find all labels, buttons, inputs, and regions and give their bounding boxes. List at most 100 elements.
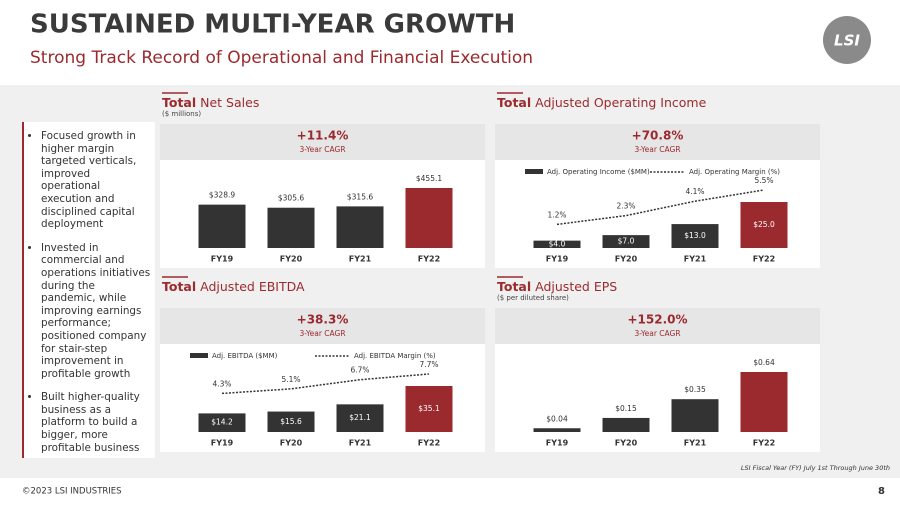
bar	[198, 413, 246, 432]
title-prefix: Total	[162, 279, 196, 294]
bar	[336, 404, 384, 432]
cagr-box	[160, 124, 485, 160]
x-tick-label: FY22	[418, 439, 440, 448]
cagr-box	[495, 308, 820, 344]
cagr-label: 3-Year CAGR	[634, 329, 680, 338]
bar	[198, 204, 246, 248]
bar	[602, 235, 650, 248]
logo	[823, 16, 871, 64]
bullet: Built higher-quality business as a platf…	[41, 391, 151, 454]
data-label: 1.2%	[547, 210, 566, 219]
margin-line	[221, 373, 430, 395]
panel-title: Total Adjusted EBITDA	[162, 279, 305, 294]
cagr-label: 3-Year CAGR	[299, 145, 345, 154]
data-label: $15.6	[280, 417, 302, 426]
x-tick-label: FY20	[615, 439, 638, 448]
x-tick-label: FY19	[211, 439, 234, 448]
title-text: Adjusted EPS	[535, 279, 617, 294]
bar	[671, 399, 719, 432]
data-label: 4.3%	[212, 379, 231, 388]
data-label: $14.2	[211, 418, 233, 427]
copyright: ©2023 LSI INDUSTRIES	[22, 487, 122, 497]
data-label: $315.6	[347, 192, 373, 201]
data-label: 5.5%	[754, 176, 773, 185]
x-tick-label: FY22	[418, 255, 440, 264]
data-label: $7.0	[618, 237, 635, 246]
cagr-value: +11.4%	[297, 129, 349, 143]
panel-subtitle: ($ per diluted share)	[497, 294, 569, 302]
bar	[740, 202, 788, 248]
slide-title: SUSTAINED MULTI-YEAR GROWTH	[30, 10, 515, 40]
footnote: LSI Fiscal Year (FY) July 1st Through Ju…	[741, 464, 890, 472]
title-text: Adjusted Operating Income	[535, 95, 706, 110]
panel-title: Total Net Sales	[162, 95, 259, 110]
x-tick-label: FY22	[753, 255, 775, 264]
x-tick-label: FY22	[753, 439, 775, 448]
legend-swatch	[190, 353, 208, 358]
cagr-box	[160, 308, 485, 344]
x-tick-label: FY20	[280, 255, 303, 264]
bar	[533, 428, 581, 432]
data-label: 2.3%	[616, 202, 635, 211]
bullet: Focused growth in higher margin targeted…	[41, 130, 151, 231]
bullet: Invested in commercial and operations in…	[41, 242, 151, 381]
x-tick-label: FY19	[546, 439, 569, 448]
data-label: $0.15	[615, 404, 637, 413]
data-label: $25.0	[753, 220, 775, 229]
logo-text: LSI	[834, 32, 860, 50]
bullet-panel: Focused growth in higher margin targeted…	[22, 122, 155, 458]
bar	[405, 386, 453, 432]
page-number: 8	[878, 486, 885, 497]
x-tick-label: FY20	[280, 439, 303, 448]
slide-subtitle: Strong Track Record of Operational and F…	[30, 48, 533, 68]
legend-label: Adj. EBITDA Margin (%)	[354, 352, 436, 360]
data-label: $0.64	[753, 358, 775, 367]
data-label: $0.35	[684, 385, 706, 394]
data-label: $305.6	[278, 194, 304, 203]
bar	[533, 240, 581, 248]
data-label: $35.1	[418, 404, 440, 413]
bar	[336, 206, 384, 248]
data-label: 6.7%	[350, 366, 369, 375]
bullet-list: Focused growth in higher margin targeted…	[30, 130, 151, 454]
cagr-box	[495, 124, 820, 160]
panel-title: Total Adjusted EPS	[497, 279, 617, 294]
legend-swatch	[525, 169, 543, 174]
data-label: $13.0	[684, 231, 706, 240]
x-tick-label: FY19	[211, 255, 234, 264]
panel-subtitle: ($ millions)	[162, 110, 201, 118]
title-text: Adjusted EBITDA	[200, 279, 305, 294]
x-tick-label: FY21	[684, 439, 707, 448]
data-label: 7.7%	[419, 360, 438, 369]
data-label: 5.1%	[281, 375, 300, 384]
legend-label: Adj. EBITDA ($MM)	[212, 352, 278, 360]
x-tick-label: FY21	[684, 255, 707, 264]
legend-label: Adj. Operating Income ($MM)	[547, 168, 650, 176]
title-prefix: Total	[497, 95, 531, 110]
bar	[405, 188, 453, 248]
cagr-label: 3-Year CAGR	[634, 145, 680, 154]
cagr-value: +70.8%	[632, 129, 684, 143]
cagr-value: +38.3%	[297, 313, 349, 327]
x-tick-label: FY20	[615, 255, 638, 264]
title-prefix: Total	[162, 95, 196, 110]
data-label: $455.1	[416, 174, 442, 183]
cagr-label: 3-Year CAGR	[299, 329, 345, 338]
bar	[267, 207, 315, 248]
panel-title: Total Adjusted Operating Income	[497, 95, 707, 110]
x-tick-label: FY21	[349, 255, 372, 264]
x-tick-label: FY21	[349, 439, 372, 448]
data-label: $21.1	[349, 413, 371, 422]
bar	[671, 224, 719, 248]
cagr-value: +152.0%	[627, 313, 687, 327]
data-label: $328.9	[209, 191, 235, 200]
data-label: $4.0	[549, 239, 566, 248]
bar	[740, 372, 788, 432]
bar	[602, 417, 650, 432]
legend-label: Adj. Operating Margin (%)	[689, 168, 780, 176]
bar	[267, 411, 315, 432]
data-label: 4.1%	[685, 187, 704, 196]
data-label: $0.04	[546, 414, 568, 423]
